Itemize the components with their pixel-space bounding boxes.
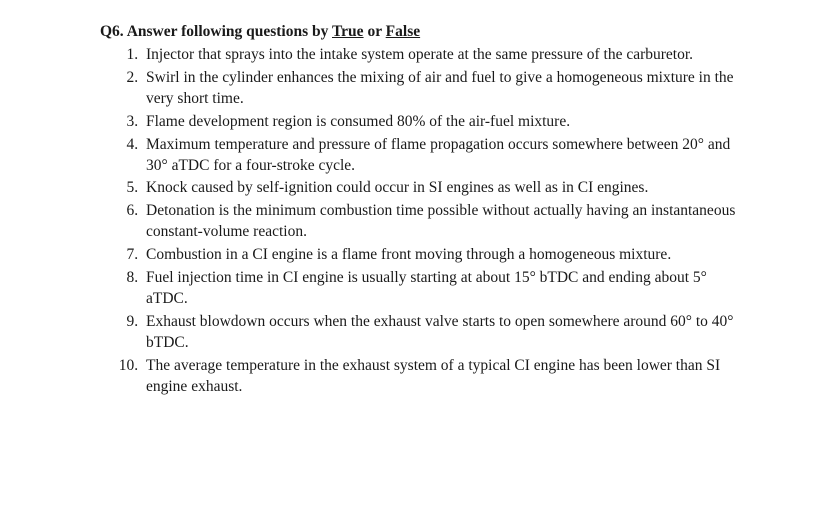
item-text: Swirl in the cylinder enhances the mixin… <box>146 69 734 107</box>
title-true: True <box>332 23 364 40</box>
list-item: Detonation is the minimum combustion tim… <box>142 201 748 243</box>
list-item: Injector that sprays into the intake sys… <box>142 45 748 66</box>
item-text: Fuel injection time in CI engine is usua… <box>146 269 707 307</box>
list-item: Knock caused by self-ignition could occu… <box>142 178 748 199</box>
list-item: The average temperature in the exhaust s… <box>142 356 748 398</box>
item-text: Flame development region is consumed 80%… <box>146 113 570 130</box>
document-page: Q6. Answer following questions by True o… <box>0 0 828 420</box>
item-text: Injector that sprays into the intake sys… <box>146 46 693 63</box>
list-item: Fuel injection time in CI engine is usua… <box>142 268 748 310</box>
item-text: Knock caused by self-ignition could occu… <box>146 179 648 196</box>
question-list: Injector that sprays into the intake sys… <box>100 45 748 398</box>
item-text: Combustion in a CI engine is a flame fro… <box>146 246 671 263</box>
list-item: Maximum temperature and pressure of flam… <box>142 135 748 177</box>
list-item: Flame development region is consumed 80%… <box>142 112 748 133</box>
item-text: Exhaust blowdown occurs when the exhaust… <box>146 313 734 351</box>
item-text: Detonation is the minimum combustion tim… <box>146 202 735 240</box>
list-item: Exhaust blowdown occurs when the exhaust… <box>142 312 748 354</box>
title-false: False <box>386 23 420 40</box>
question-title: Q6. Answer following questions by True o… <box>100 22 748 43</box>
list-item: Swirl in the cylinder enhances the mixin… <box>142 68 748 110</box>
item-text: The average temperature in the exhaust s… <box>146 357 720 395</box>
item-text: Maximum temperature and pressure of flam… <box>146 136 730 174</box>
list-item: Combustion in a CI engine is a flame fro… <box>142 245 748 266</box>
title-prefix: Q6. Answer following questions by <box>100 23 332 40</box>
title-middle: or <box>364 23 386 40</box>
